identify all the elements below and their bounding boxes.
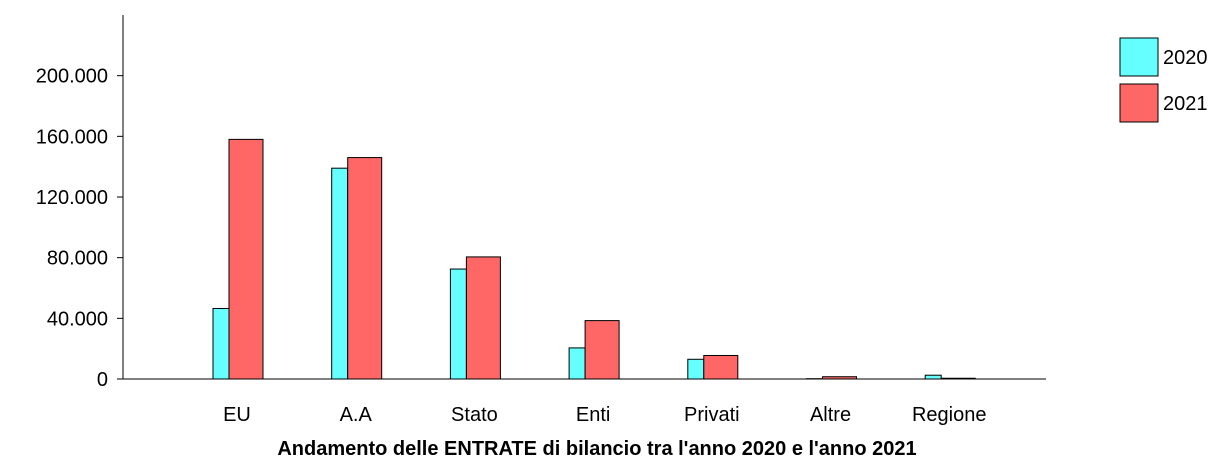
bar-2021: [228, 138, 264, 380]
x-category-label: EU: [223, 404, 251, 426]
x-category-label: Altre: [810, 404, 851, 426]
bar-2021: [940, 377, 976, 380]
bar-2021: [347, 157, 383, 380]
bar-2020: [687, 358, 705, 380]
legend: 2020 2021: [1119, 37, 1208, 123]
category-labels: EU A.A Stato Enti Privati Altre Regione: [223, 404, 986, 426]
bar-2020: [924, 374, 942, 380]
y-tick-label: 160.000: [36, 126, 108, 148]
y-tick-label: 200.000: [36, 66, 108, 88]
legend-swatch: [1119, 83, 1159, 123]
legend-label: 2020: [1163, 47, 1208, 69]
x-category-label: Privati: [684, 404, 740, 426]
bar-2020: [449, 268, 467, 380]
bar-2021: [822, 376, 857, 380]
bar-2021: [703, 354, 739, 380]
x-category-label: Enti: [576, 404, 610, 426]
x-category-label: A.A: [340, 404, 373, 426]
bar-2020: [568, 347, 586, 380]
x-category-label: Stato: [451, 404, 498, 426]
y-tick-label: 120.000: [36, 187, 108, 209]
legend-swatch: [1119, 37, 1159, 77]
bars: [212, 138, 976, 380]
bar-2020: [331, 167, 349, 380]
y-tick-label: 80.000: [47, 248, 108, 270]
x-category-label: Regione: [912, 404, 987, 426]
bar-2021: [584, 320, 620, 380]
y-axis: 0 40.000 80.000 120.000 160.000 200.000: [36, 15, 124, 391]
legend-label: 2021: [1163, 93, 1208, 115]
chart-title: Andamento delle ENTRATE di bilancio tra …: [277, 438, 916, 460]
y-tick-label: 0: [97, 369, 108, 391]
y-tick-label: 40.000: [47, 308, 108, 330]
bar-2021: [465, 256, 501, 380]
bar-2020: [212, 307, 230, 380]
